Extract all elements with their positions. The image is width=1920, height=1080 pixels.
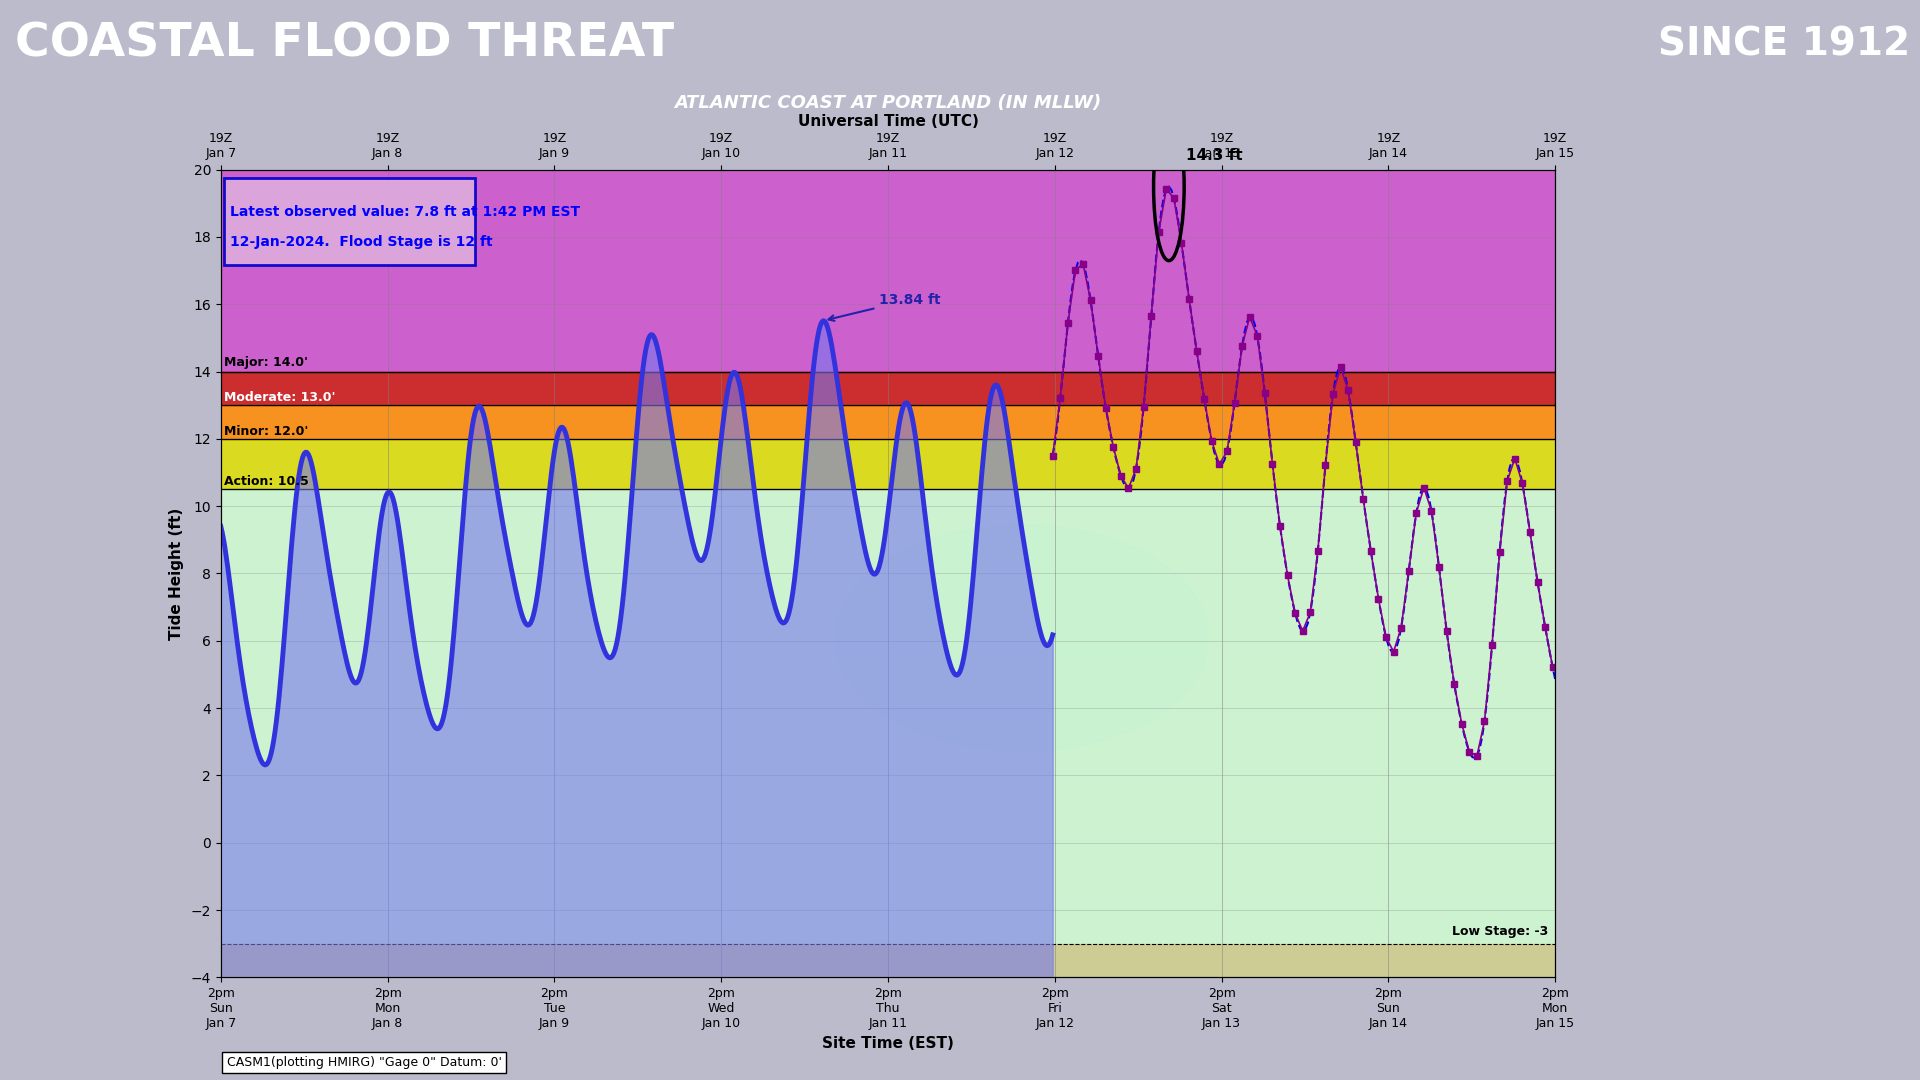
Text: SINCE 1912: SINCE 1912 (1659, 25, 1910, 64)
Text: COASTAL FLOOD THREAT: COASTAL FLOOD THREAT (15, 22, 674, 67)
X-axis label: Universal Time (UTC): Universal Time (UTC) (797, 114, 979, 130)
Text: 12-Jan-2024.  Flood Stage is 12 ft: 12-Jan-2024. Flood Stage is 12 ft (230, 235, 492, 248)
Text: Minor: 12.0': Minor: 12.0' (225, 424, 309, 437)
Text: CASM1(plotting HMIRG) "Gage 0" Datum: 0': CASM1(plotting HMIRG) "Gage 0" Datum: 0' (227, 1056, 501, 1069)
X-axis label: Site Time (EST): Site Time (EST) (822, 1036, 954, 1051)
Circle shape (835, 525, 1208, 752)
Text: Major: 14.0': Major: 14.0' (225, 356, 309, 369)
Text: Moderate: 13.0': Moderate: 13.0' (225, 391, 336, 404)
Text: 14.3 ft: 14.3 ft (1187, 148, 1242, 163)
Text: Action: 10.5: Action: 10.5 (225, 475, 309, 488)
FancyBboxPatch shape (225, 178, 474, 266)
Text: 13.84 ft: 13.84 ft (829, 293, 941, 321)
Text: ATLANTIC COAST AT PORTLAND (IN MLLW): ATLANTIC COAST AT PORTLAND (IN MLLW) (674, 94, 1102, 111)
Text: Latest observed value: 7.8 ft at 1:42 PM EST: Latest observed value: 7.8 ft at 1:42 PM… (230, 204, 580, 218)
Y-axis label: Tide Height (ft): Tide Height (ft) (169, 508, 184, 639)
Text: Low Stage: -3: Low Stage: -3 (1452, 926, 1548, 939)
